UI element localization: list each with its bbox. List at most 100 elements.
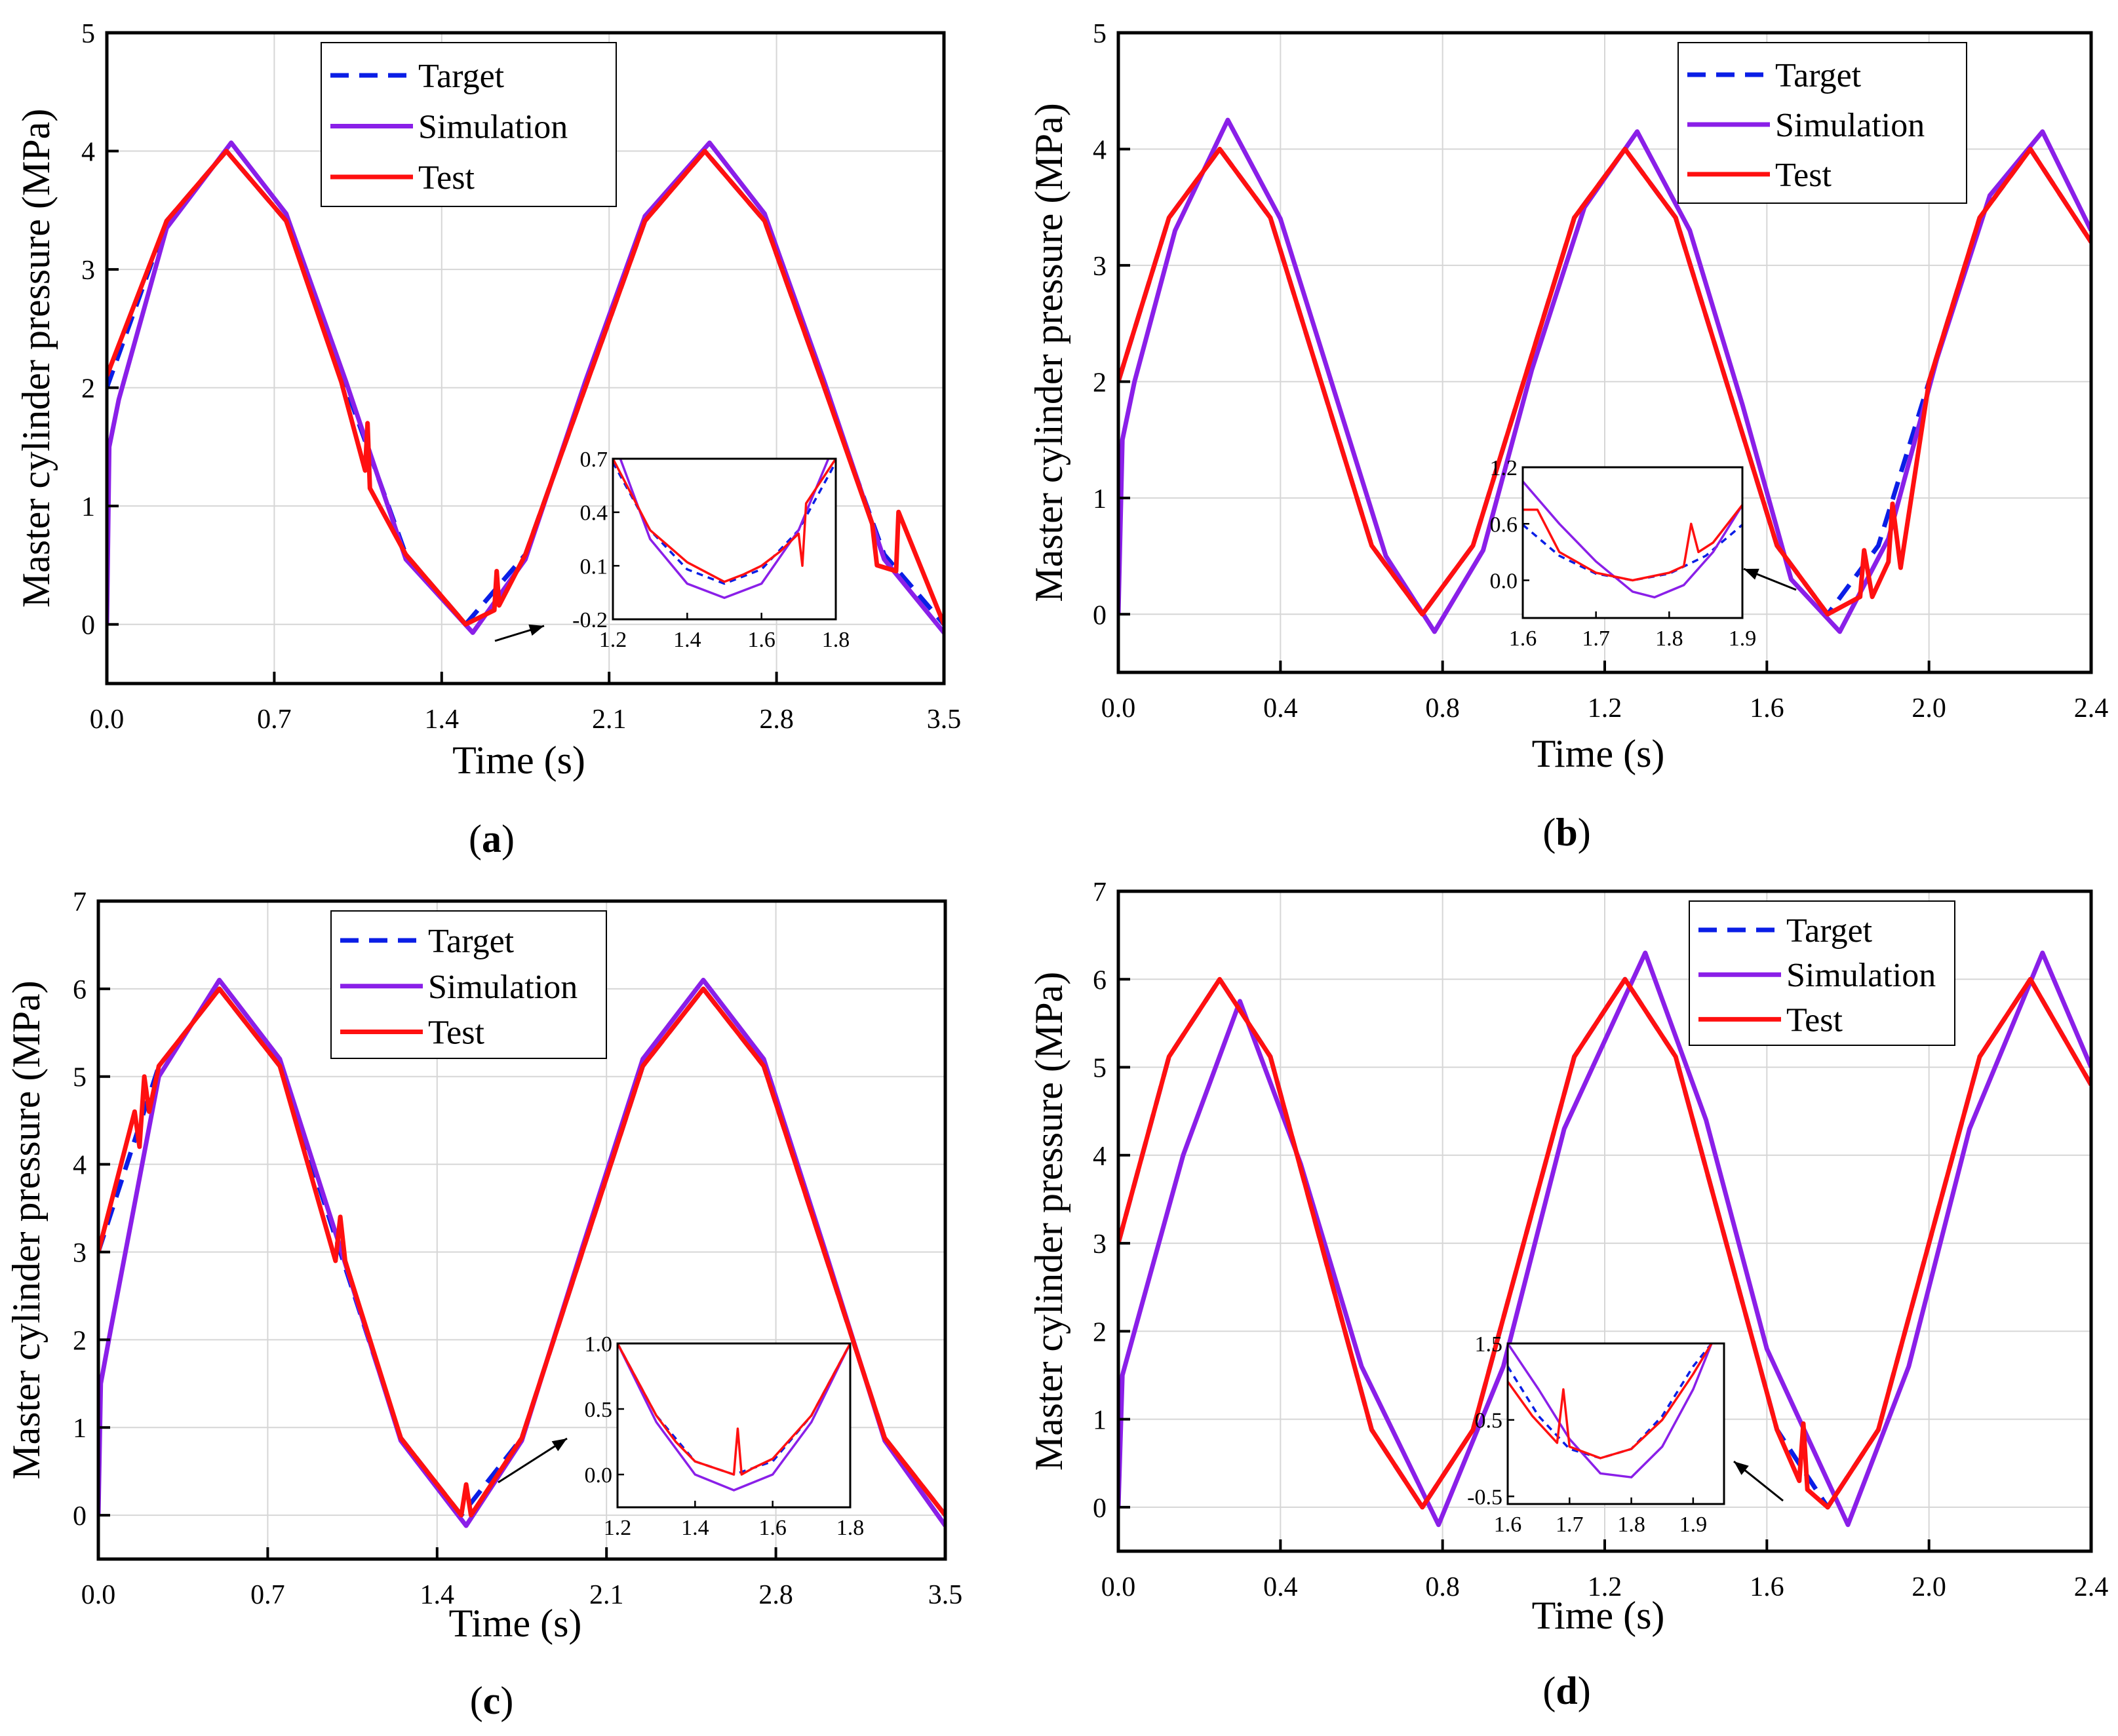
y-axis-title: Master cylinder pressure (MPa) xyxy=(1027,972,1070,1471)
inset-y-tick-label: 0.5 xyxy=(585,1398,613,1422)
y-tick-label: 2 xyxy=(73,1326,87,1356)
y-tick-label: 5 xyxy=(73,1063,87,1093)
caption-open-paren: ( xyxy=(470,1679,483,1722)
inset-series-line-simulation xyxy=(619,459,830,600)
x-tick-label: 1.4 xyxy=(425,704,460,735)
x-tick-label: 3.5 xyxy=(928,1580,963,1610)
x-tick-label: 1.2 xyxy=(1588,1572,1622,1602)
x-tick-label: 0.8 xyxy=(1425,1572,1460,1602)
inset-series-group xyxy=(1523,480,1742,599)
y-tick-label: 6 xyxy=(1093,965,1107,995)
y-tick-label: 0 xyxy=(81,611,95,641)
inset-x-tick-label: 1.2 xyxy=(599,628,627,652)
inset-x-tick-label: 1.7 xyxy=(1556,1513,1584,1537)
panel-caption: (c) xyxy=(470,1679,514,1722)
inset-plot: 1.6 1.7 1.8 1.9 -0.5 0.5 1.5 xyxy=(1467,1332,1725,1537)
y-tick-label: 1 xyxy=(81,492,95,522)
y-tick-label: 1 xyxy=(73,1414,87,1444)
x-tick-label: 0.8 xyxy=(1425,693,1460,723)
arrowhead-icon xyxy=(1744,568,1759,580)
panel-caption: (b) xyxy=(1542,811,1590,854)
y-tick-label: 3 xyxy=(73,1238,87,1268)
y-axis-title: Master cylinder pressure (MPa) xyxy=(1027,103,1070,602)
inset-background xyxy=(613,459,836,619)
legend-label-test: Test xyxy=(418,159,475,197)
inset-background xyxy=(1523,467,1742,618)
y-tick-label: 1 xyxy=(1093,1406,1107,1436)
y-tick-label: 4 xyxy=(81,138,95,168)
inset-y-tick-label: 0.0 xyxy=(585,1463,613,1488)
inset-series-line-test xyxy=(618,1343,850,1476)
y-axis-title: Master cylinder pressure (MPa) xyxy=(5,980,48,1479)
inset-y-tick-label: 1.2 xyxy=(1490,456,1518,480)
x-tick-label: 0.0 xyxy=(81,1580,116,1610)
y-tick-label: 5 xyxy=(81,19,95,49)
inset-y-tick-label: 1.5 xyxy=(1475,1332,1503,1357)
panel-caption: (d) xyxy=(1542,1669,1590,1712)
y-tick-label: 5 xyxy=(1093,1054,1107,1084)
x-tick-label: 2.1 xyxy=(592,704,627,735)
y-tick-label: 4 xyxy=(73,1151,87,1181)
caption-close-paren: ) xyxy=(1578,811,1591,854)
inset-frame xyxy=(1506,1342,1725,1505)
caption-letter: c xyxy=(483,1679,501,1722)
caption-letter: a xyxy=(482,817,501,860)
inset-x-tick-label: 1.6 xyxy=(758,1516,787,1540)
legend-label-simulation: Simulation xyxy=(418,109,568,146)
inset-x-tick-label: 1.9 xyxy=(1729,627,1757,651)
inset-background xyxy=(1508,1343,1724,1504)
inset-x-tick-label: 1.4 xyxy=(681,1516,709,1540)
inset-x-tick-label: 1.8 xyxy=(822,628,850,652)
legend-label-simulation: Simulation xyxy=(1775,107,1925,144)
legend: Target Simulation Test xyxy=(321,42,617,207)
caption-letter: d xyxy=(1556,1669,1577,1712)
inset-background xyxy=(618,1343,850,1507)
series-group xyxy=(1118,950,2091,1528)
legend: Target Simulation Test xyxy=(1677,42,1967,204)
inset-x-tick-label: 1.2 xyxy=(604,1516,632,1540)
inset-frame xyxy=(616,1342,852,1509)
arrowhead-icon xyxy=(1734,1461,1749,1475)
y-tick-label: 3 xyxy=(81,256,95,286)
y-tick-label: 3 xyxy=(1093,1229,1107,1260)
series-line-test xyxy=(1118,147,2091,617)
legend: Target Simulation Test xyxy=(330,910,607,1059)
x-tick-label: 2.4 xyxy=(2074,693,2109,723)
inset-x-tick-label: 1.8 xyxy=(836,1516,865,1540)
x-tick-label: 3.5 xyxy=(927,704,962,735)
arrowhead-icon xyxy=(528,624,544,636)
arrowhead-icon xyxy=(551,1438,567,1452)
inset-y-tick-label: -0.2 xyxy=(572,608,608,632)
x-tick-label: 2.8 xyxy=(758,1580,793,1610)
x-tick-label: 0.0 xyxy=(90,704,125,735)
plot-frame xyxy=(96,899,947,1561)
x-tick-label: 1.6 xyxy=(1750,1572,1784,1602)
chart-panel-a: 0.0 0.7 1.4 2.1 2.8 3.5 0 1 2 3 4 5 Time (s) Master c… xyxy=(14,19,961,860)
inset-series-group xyxy=(613,459,836,600)
y-tick-label: 6 xyxy=(73,975,87,1005)
inset-frame xyxy=(1521,466,1744,619)
inset-x-tick-label: 1.6 xyxy=(1494,1513,1522,1537)
x-tick-label: 1.4 xyxy=(420,1580,455,1610)
inset-y-tick-label: 0.6 xyxy=(1490,512,1518,537)
inset-x-tick-label: 1.6 xyxy=(747,628,775,652)
x-axis-title: Time (s) xyxy=(1532,732,1665,775)
x-tick-label: 0.7 xyxy=(250,1580,285,1610)
inset-frame xyxy=(612,457,837,621)
x-tick-label: 2.0 xyxy=(1912,1572,1946,1602)
y-tick-label: 5 xyxy=(1093,19,1107,49)
x-axis-title: Time (s) xyxy=(452,739,585,782)
caption-open-paren: ( xyxy=(1542,811,1556,854)
x-tick-label: 0.7 xyxy=(257,704,292,735)
series-line-test xyxy=(1118,976,2091,1510)
legend-label-test: Test xyxy=(1775,157,1832,194)
caption-open-paren: ( xyxy=(1542,1669,1556,1712)
caption-close-paren: ) xyxy=(1578,1669,1591,1712)
series-line-test xyxy=(98,986,945,1518)
inset-y-tick-label: 0.7 xyxy=(580,448,608,472)
inset-plot: 1.2 1.4 1.6 1.8 -0.2 0.1 0.4 0.7 xyxy=(572,448,850,652)
inset-series-group xyxy=(618,1343,850,1492)
y-tick-label: 7 xyxy=(73,887,87,917)
legend-label-simulation: Simulation xyxy=(428,969,578,1006)
